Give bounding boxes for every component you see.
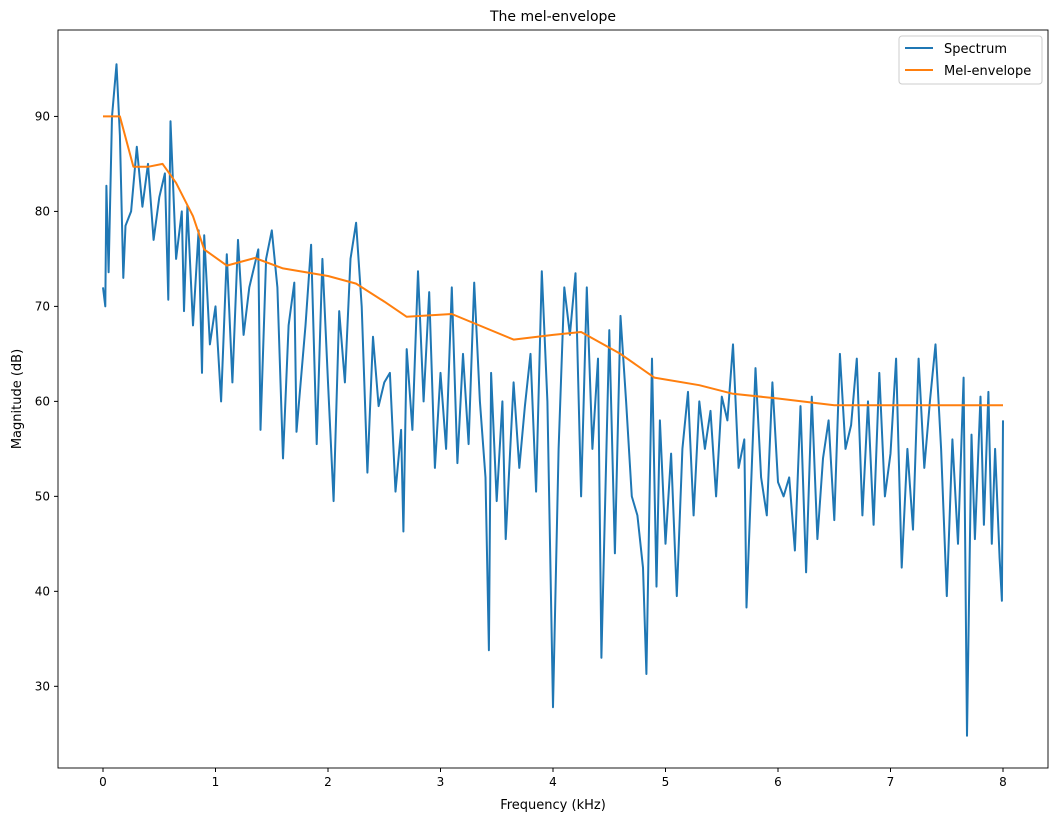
series-line-mel-envelope <box>103 115 1003 407</box>
x-tick-label: 1 <box>212 775 220 789</box>
y-tick-label: 50 <box>35 489 50 503</box>
y-axis: 30 40 50 60 70 80 90 <box>35 109 58 693</box>
y-tick-label: 90 <box>35 109 50 123</box>
x-tick-label: 3 <box>437 775 445 789</box>
x-tick-label: 5 <box>662 775 670 789</box>
legend-mel-envelope-label: Mel-envelope <box>944 64 1031 79</box>
x-axis: 0 1 2 3 4 5 6 7 8 <box>99 768 1007 789</box>
y-tick-label: 30 <box>35 679 50 693</box>
legend-spectrum-label: Spectrum <box>944 42 1007 57</box>
series-layer <box>102 63 1004 737</box>
x-tick-label: 2 <box>324 775 332 789</box>
y-axis-label: Magnitude (dB) <box>10 349 25 449</box>
x-tick-label: 0 <box>99 775 107 789</box>
x-tick-label: 8 <box>999 775 1007 789</box>
y-tick-label: 70 <box>35 299 50 313</box>
y-tick-label: 80 <box>35 204 50 218</box>
x-tick-label: 4 <box>549 775 557 789</box>
x-axis-label: Frequency (kHz) <box>500 798 606 813</box>
legend-box <box>898 35 1043 85</box>
y-tick-label: 60 <box>35 394 50 408</box>
y-tick-label: 40 <box>35 584 50 598</box>
legend: Spectrum Mel-envelope <box>898 35 1043 85</box>
x-tick-label: 6 <box>774 775 782 789</box>
x-tick-label: 7 <box>887 775 895 789</box>
chart-title: The mel-envelope <box>489 9 616 25</box>
series-line-spectrum <box>102 63 1004 737</box>
